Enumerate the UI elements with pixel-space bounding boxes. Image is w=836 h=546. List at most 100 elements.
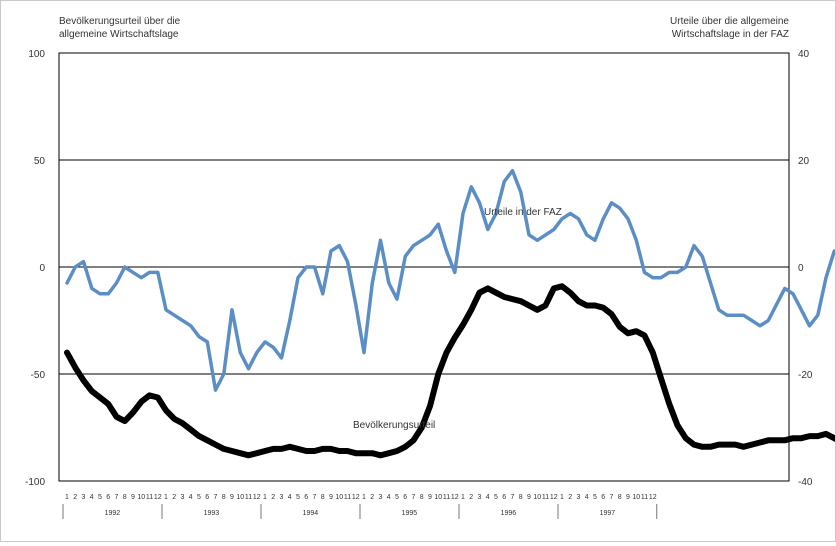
x-tick-month-label: 5 <box>395 494 399 501</box>
annotation-faz: Urteile in der FAZ <box>484 207 562 218</box>
x-tick-month-label: 2 <box>370 494 374 501</box>
annotation-bevoelkerung: Bevölkerungsurteil <box>353 420 435 431</box>
x-tick-month-label: 6 <box>205 494 209 501</box>
title-left-line-1: Bevölkerungsurteil über die <box>59 16 181 27</box>
x-tick-month-label: 12 <box>253 494 261 501</box>
x-tick-month-label: 11 <box>443 494 450 501</box>
x-tick-month-label: 6 <box>601 494 605 501</box>
x-tick-month-label: 3 <box>280 494 284 501</box>
x-year-label: 1996 <box>501 510 517 517</box>
x-tick-month-label: 3 <box>478 494 482 501</box>
x-year-label: 1992 <box>105 510 121 517</box>
x-tick-month-label: 8 <box>123 494 127 501</box>
y-left-tick-minus-50: -50 <box>31 370 46 381</box>
x-tick-month-label: 12 <box>352 494 360 501</box>
x-tick-month-label: 8 <box>222 494 226 501</box>
x-year-label: 1994 <box>303 510 319 517</box>
x-tick-month-label: 4 <box>387 494 391 501</box>
x-tick-month-label: 2 <box>568 494 572 501</box>
x-year-label: 1993 <box>204 510 220 517</box>
x-tick-month-label: 1 <box>461 494 465 501</box>
title-right-line-1: Urteile über die allgemeine <box>670 16 789 27</box>
x-tick-month-label: 5 <box>98 494 102 501</box>
x-tick-month-label: 6 <box>403 494 407 501</box>
y-left-tick-100: 100 <box>28 49 45 60</box>
series-line-faz <box>65 168 836 392</box>
x-tick-month-label: 8 <box>321 494 325 501</box>
x-tick-month-label: 5 <box>197 494 201 501</box>
x-axis-month-labels: 1 2 3 4 5 6 7 8 9 10 11 12 1 2 3 4 5 6 7 8 9 10 11 12 1 2 3 4 5 6 7 8 9 1… <box>65 494 657 501</box>
x-tick-month-label: 5 <box>593 494 597 501</box>
x-tick-month-label: 1 <box>164 494 168 501</box>
x-tick-month-label: 8 <box>618 494 622 501</box>
title-left-line-2: allgemeine Wirtschaftslage <box>59 29 179 40</box>
x-tick-month-label: 7 <box>214 494 218 501</box>
x-tick-month-label: 2 <box>73 494 77 501</box>
x-tick-month-label: 3 <box>379 494 383 501</box>
x-tick-month-label: 7 <box>511 494 515 501</box>
y-right-tick-20: 20 <box>798 156 810 167</box>
x-tick-month-label: 10 <box>434 494 442 501</box>
x-tick-month-label: 7 <box>412 494 416 501</box>
y-right-tick-minus-40: -40 <box>798 477 813 488</box>
x-tick-month-label: 9 <box>329 494 333 501</box>
x-tick-month-label: 6 <box>502 494 506 501</box>
x-tick-month-label: 7 <box>115 494 119 501</box>
x-axis-year-separators <box>62 504 658 519</box>
y-right-tick-40: 40 <box>798 49 810 60</box>
x-tick-month-label: 7 <box>610 494 614 501</box>
x-tick-month-label: 4 <box>486 494 490 501</box>
x-tick-month-label: 10 <box>335 494 343 501</box>
x-tick-month-label: 6 <box>304 494 308 501</box>
y-left-tick-0: 0 <box>39 263 45 274</box>
x-tick-month-label: 4 <box>189 494 193 501</box>
x-tick-month-label: 9 <box>131 494 135 501</box>
y-left-tick-minus-100: -100 <box>25 477 45 488</box>
x-tick-month-label: 2 <box>469 494 473 501</box>
x-tick-month-label: 4 <box>90 494 94 501</box>
x-tick-month-label: 5 <box>296 494 300 501</box>
x-tick-month-label: 1 <box>560 494 564 501</box>
x-tick-month-label: 12 <box>154 494 162 501</box>
x-tick-month-label: 3 <box>181 494 185 501</box>
title-right-line-2: Wirtschaftslage in der FAZ <box>672 29 789 40</box>
x-tick-month-label: 7 <box>313 494 317 501</box>
x-tick-month-label: 10 <box>137 494 145 501</box>
x-tick-month-label: 5 <box>494 494 498 501</box>
gridlines <box>59 52 789 482</box>
x-tick-month-label: 4 <box>585 494 589 501</box>
x-tick-month-label: 12 <box>451 494 459 501</box>
x-tick-month-label: 4 <box>288 494 292 501</box>
x-tick-month-label: 8 <box>519 494 523 501</box>
x-tick-month-label: 1 <box>362 494 366 501</box>
x-tick-month-label: 12 <box>550 494 558 501</box>
y-right-tick-0: 0 <box>798 263 804 274</box>
x-tick-month-label: 11 <box>245 494 252 501</box>
x-tick-month-label: 10 <box>632 494 640 501</box>
x-tick-month-label: 9 <box>428 494 432 501</box>
x-tick-month-label: 2 <box>172 494 176 501</box>
x-tick-month-label: 11 <box>344 494 351 501</box>
x-year-label: 1997 <box>600 510 616 517</box>
x-tick-month-label: 9 <box>626 494 630 501</box>
x-tick-month-label: 8 <box>420 494 424 501</box>
x-tick-month-label: 12 <box>649 494 657 501</box>
x-tick-month-label: 3 <box>82 494 86 501</box>
x-tick-month-label: 2 <box>271 494 275 501</box>
x-year-label: 1995 <box>402 510 418 517</box>
x-tick-month-label: 10 <box>533 494 541 501</box>
x-tick-month-label: 11 <box>542 494 549 501</box>
x-tick-month-label: 10 <box>236 494 244 501</box>
x-tick-month-label: 9 <box>230 494 234 501</box>
x-tick-month-label: 3 <box>577 494 581 501</box>
y-left-tick-50: 50 <box>34 156 46 167</box>
x-tick-month-label: 9 <box>527 494 531 501</box>
x-tick-month-label: 6 <box>106 494 110 501</box>
x-tick-month-label: 11 <box>146 494 153 501</box>
x-tick-month-label: 11 <box>641 494 648 501</box>
series-line-bevoelkerung <box>64 283 836 459</box>
y-right-tick-minus-20: -20 <box>798 370 813 381</box>
x-tick-month-label: 1 <box>65 494 69 501</box>
